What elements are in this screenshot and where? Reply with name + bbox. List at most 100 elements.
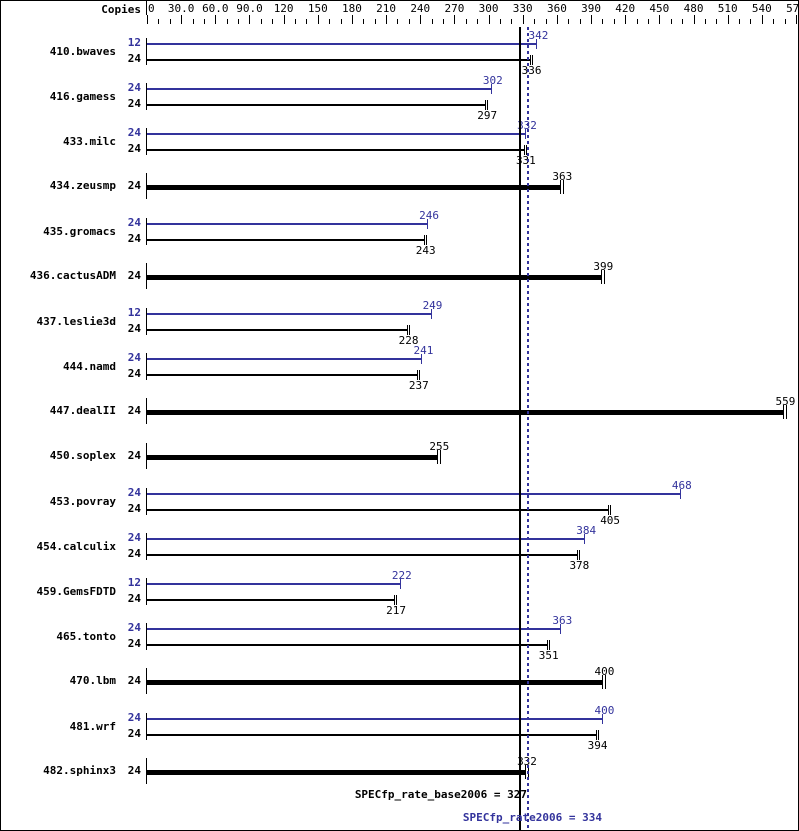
bar-peak <box>147 88 491 90</box>
copies-value: 24 <box>127 269 141 282</box>
bar-value-label: 400 <box>594 704 615 717</box>
row-origin-tick <box>146 443 147 469</box>
copies-value: 12 <box>127 306 141 319</box>
benchmark-row: 416.gamess 24 302 24 297 <box>1 74 798 122</box>
axis-minor-tick <box>329 19 331 24</box>
bar-peak <box>147 538 585 540</box>
bar-end-cap <box>602 714 604 724</box>
bar-end-cap <box>601 270 603 284</box>
axis-minor-tick <box>704 19 706 24</box>
bar-single <box>147 275 602 280</box>
axis-minor-tick <box>716 19 718 24</box>
bar-base <box>147 329 407 331</box>
axis-minor-tick <box>613 19 615 24</box>
axis-major-tick <box>317 15 319 24</box>
bar-end-cap <box>525 765 526 779</box>
bar-end-cap <box>490 84 492 94</box>
row-origin-tick <box>146 578 147 605</box>
bar-value-label: 384 <box>576 524 597 537</box>
bar-end-cap <box>425 235 427 245</box>
axis-major-tick <box>454 15 456 24</box>
benchmark-row: 437.leslie3d 12 249 24 228 <box>1 299 798 347</box>
axis-minor-tick <box>579 19 581 24</box>
axis-minor-tick <box>169 19 171 24</box>
axis-minor-tick <box>750 19 752 24</box>
axis-major-tick <box>625 15 627 24</box>
axis-tick-label: 330 <box>512 2 533 15</box>
bar-base <box>147 239 424 241</box>
axis-tick-label: 450 <box>649 2 670 15</box>
copies-value: 24 <box>127 502 141 515</box>
axis-minor-tick <box>306 19 308 24</box>
axis-major-tick <box>283 15 285 24</box>
bar-end-cap <box>560 180 562 194</box>
bar-end-cap <box>394 595 396 605</box>
axis-minor-tick <box>203 19 205 24</box>
bar-end-cap <box>604 270 606 284</box>
bar-end-cap <box>536 39 538 49</box>
axis-minor-tick <box>226 19 228 24</box>
axis-minor-tick <box>397 19 399 24</box>
row-origin-tick <box>146 713 147 740</box>
copies-column-header: Copies <box>101 3 141 16</box>
row-origin-tick <box>146 623 147 650</box>
axis-tick-label: 150 <box>307 2 328 15</box>
bar-base <box>147 104 486 106</box>
bar-value-label: 246 <box>419 209 440 222</box>
benchmark-row: 436.cactusADM 24 399 <box>1 257 798 302</box>
axis-minor-tick <box>602 19 604 24</box>
benchmark-row: 481.wrf 24 400 24 394 <box>1 704 798 752</box>
bar-end-cap <box>531 55 533 65</box>
bar-end-cap <box>584 534 586 544</box>
benchmark-label: 470.lbm <box>69 674 116 687</box>
bar-value-label: 237 <box>408 379 429 392</box>
bar-single <box>147 770 525 775</box>
bar-peak <box>147 43 537 45</box>
axis-minor-tick <box>739 19 741 24</box>
bar-end-cap <box>406 325 408 335</box>
bar-end-cap <box>546 640 548 650</box>
copies-value: 24 <box>127 232 141 245</box>
axis-tick-label: 270 <box>444 2 465 15</box>
bar-value-label: 405 <box>600 514 621 527</box>
copies-value: 24 <box>127 52 141 65</box>
row-origin-tick <box>146 533 147 560</box>
bar-end-cap <box>440 450 442 464</box>
axis-minor-tick <box>238 19 240 24</box>
benchmark-label: 416.gamess <box>49 90 116 103</box>
bar-end-cap <box>399 579 401 589</box>
copies-value: 24 <box>127 449 141 462</box>
axis-minor-tick <box>647 19 649 24</box>
bar-end-cap <box>786 405 788 419</box>
bar-end-cap <box>418 370 420 380</box>
copies-value: 24 <box>127 711 141 724</box>
bar-value-label: 243 <box>415 244 436 257</box>
bar-end-cap <box>602 675 604 689</box>
bar-value-label: 336 <box>521 64 542 77</box>
axis-major-tick <box>727 15 729 24</box>
bar-base <box>147 149 524 151</box>
bar-end-cap <box>430 309 432 319</box>
axis-major-tick <box>181 15 183 24</box>
bar-value-label: 222 <box>391 569 412 582</box>
bar-peak <box>147 358 422 360</box>
row-origin-tick <box>146 308 147 335</box>
axis-minor-tick <box>636 19 638 24</box>
row-origin-tick <box>146 758 147 784</box>
copies-value: 24 <box>127 216 141 229</box>
bar-end-cap <box>579 550 581 560</box>
benchmark-label: 459.GemsFDTD <box>36 585 116 598</box>
benchmark-row: 447.dealII 24 559 <box>1 392 798 437</box>
copies-value: 24 <box>127 637 141 650</box>
benchmark-label: 447.dealII <box>49 404 116 417</box>
axis-minor-tick <box>431 19 433 24</box>
bar-base <box>147 734 596 736</box>
reference-line-peak <box>527 27 530 830</box>
bar-peak <box>147 718 603 720</box>
copies-value: 12 <box>127 576 141 589</box>
bar-end-cap <box>597 730 599 740</box>
bar-end-cap <box>595 730 597 740</box>
axis-major-tick <box>488 15 490 24</box>
row-origin-tick <box>146 668 147 694</box>
